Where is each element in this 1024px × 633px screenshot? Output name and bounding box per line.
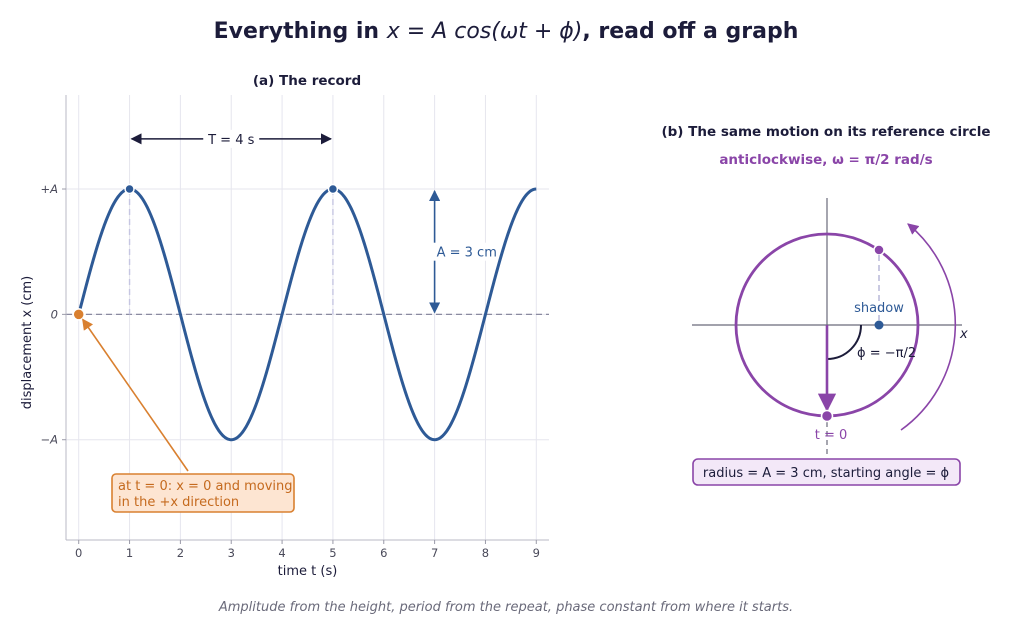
rotation-direction-arrow bbox=[900, 223, 957, 431]
x-tick-label-7: 7 bbox=[431, 546, 438, 560]
start-label: t = 0 bbox=[815, 428, 848, 443]
x-tick-label-9: 9 bbox=[533, 546, 540, 560]
y-axis-label: displacement x (cm) bbox=[20, 276, 35, 410]
y-tick-label-2: −A bbox=[40, 433, 58, 447]
x-tick-label-8: 8 bbox=[482, 546, 489, 560]
radius-note: radius = A = 3 cm, starting angle = ϕ bbox=[703, 466, 949, 481]
y-tick-label-0: +A bbox=[40, 182, 58, 196]
panel-a-ticks: 0 1 2 3 4 5 6 7 8 9 +A 0 −A bbox=[40, 182, 539, 560]
peak-point-1 bbox=[124, 183, 135, 195]
panel-b-reference-circle: (b) The same motion on its reference cir… bbox=[661, 124, 991, 486]
direction-label: anticlockwise, ω = π/2 rad/s bbox=[719, 152, 932, 168]
rotating-point bbox=[873, 244, 885, 256]
circle-axis-x-label: x bbox=[959, 327, 968, 342]
panel-a-chart: (a) The record 0 1 2 3 4 5 6 7 8 9 +A 0 −A T = 4 s A… bbox=[20, 73, 549, 579]
shadow-point bbox=[874, 320, 884, 330]
x-tick-label-1: 1 bbox=[126, 546, 133, 560]
phase-angle-arc bbox=[826, 324, 862, 360]
shadow-label: shadow bbox=[854, 301, 904, 316]
start-note-box bbox=[111, 473, 295, 513]
start-note-line-2: in the +x direction bbox=[118, 495, 239, 510]
panel-b-title: (b) The same motion on its reference cir… bbox=[661, 124, 990, 140]
figure-title: Everything in x = A cos(ωt + ϕ), read of… bbox=[214, 19, 799, 44]
x-tick-label-3: 3 bbox=[228, 546, 235, 560]
panel-a-guides bbox=[128, 189, 334, 315]
start-note-line-1: at t = 0: x = 0 and moving bbox=[118, 479, 293, 494]
radius-note-box bbox=[692, 458, 961, 486]
start-note-arrow bbox=[82, 318, 189, 472]
x-tick-label-2: 2 bbox=[177, 546, 184, 560]
x-tick-label-6: 6 bbox=[380, 546, 387, 560]
amplitude-label: A = 3 cm bbox=[437, 246, 497, 261]
phase-label: ϕ = −π/2 bbox=[857, 346, 916, 361]
start-point bbox=[72, 308, 85, 321]
panel-a-title: (a) The record bbox=[253, 73, 361, 89]
x-axis-label: time t (s) bbox=[278, 564, 338, 579]
period-label-background bbox=[203, 129, 260, 148]
panel-a-points bbox=[72, 183, 339, 321]
amplitude-label-background bbox=[432, 242, 497, 261]
start-point-on-circle bbox=[820, 409, 834, 423]
figure-caption: Amplitude from the height, period from t… bbox=[218, 600, 793, 615]
peak-point-2 bbox=[327, 183, 339, 195]
period-label: T = 4 s bbox=[207, 133, 255, 148]
x-tick-label-0: 0 bbox=[75, 546, 82, 560]
x-tick-label-5: 5 bbox=[329, 546, 336, 560]
series-line-displacement bbox=[77, 187, 537, 442]
x-tick-label-4: 4 bbox=[278, 546, 285, 560]
y-tick-label-1: 0 bbox=[51, 307, 58, 321]
